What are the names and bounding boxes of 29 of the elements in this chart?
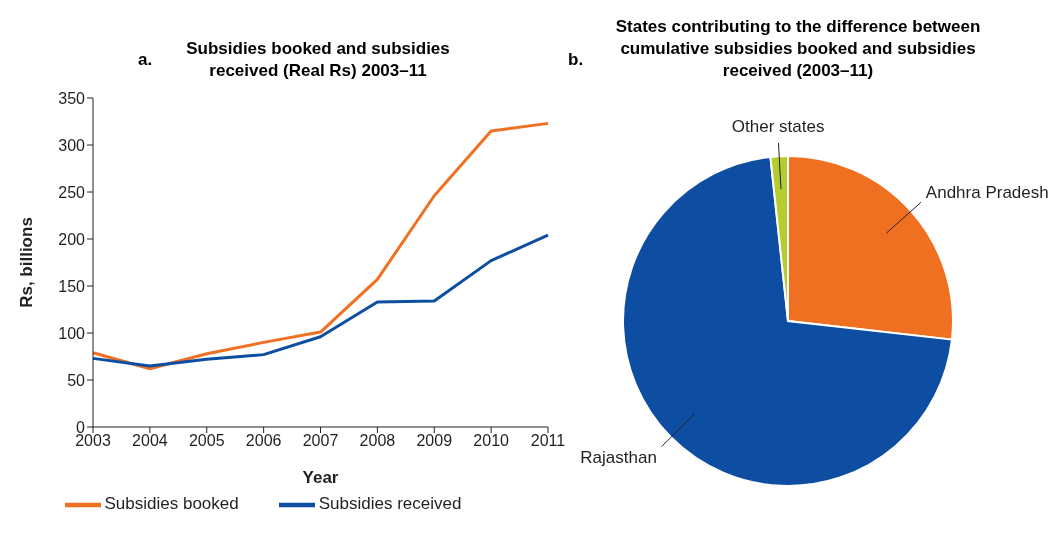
chart-title: Subsidies booked and subsidies received (Real Rs) 2003–11 bbox=[185, 38, 451, 82]
x-tick-label: 2006 bbox=[245, 432, 282, 450]
x-axis-title: Year bbox=[302, 468, 339, 487]
line-series bbox=[91, 233, 550, 368]
x-tick-label: 2003 bbox=[75, 432, 111, 450]
y-tick-label: 300 bbox=[58, 136, 86, 154]
slice-label: Rajasthan bbox=[580, 448, 657, 468]
x-tick-label: 2004 bbox=[132, 432, 168, 450]
legend-label: Subsidies received bbox=[318, 494, 462, 514]
y-tick-label: 200 bbox=[58, 230, 86, 248]
y-tick-label: 350 bbox=[58, 89, 86, 107]
y-tick-label: 150 bbox=[58, 277, 86, 295]
line-series bbox=[91, 121, 550, 371]
chart-title: States contributing to the difference between cumulative subsidies booked and subsidies received (2003–11) bbox=[614, 16, 982, 82]
x-tick-label: 2007 bbox=[302, 432, 339, 450]
y-axis-title: Rs, billions bbox=[17, 217, 37, 308]
text: a. bbox=[138, 50, 153, 70]
text: b. bbox=[568, 50, 584, 70]
x-tick-label: 2008 bbox=[359, 432, 396, 450]
slice-label: Other states bbox=[731, 117, 825, 137]
slice-label: Andhra Pradesh bbox=[925, 182, 1049, 202]
x-tick-label: 2010 bbox=[473, 432, 510, 450]
y-tick-label: 50 bbox=[67, 371, 86, 389]
y-tick-label: 250 bbox=[58, 183, 86, 201]
y-tick-label: 100 bbox=[58, 324, 86, 342]
x-tick-label: 2009 bbox=[416, 432, 453, 450]
x-tick-label: 2011 bbox=[530, 432, 566, 450]
x-tick-label: 2005 bbox=[188, 432, 225, 450]
legend-label: Subsidies booked bbox=[104, 494, 239, 514]
